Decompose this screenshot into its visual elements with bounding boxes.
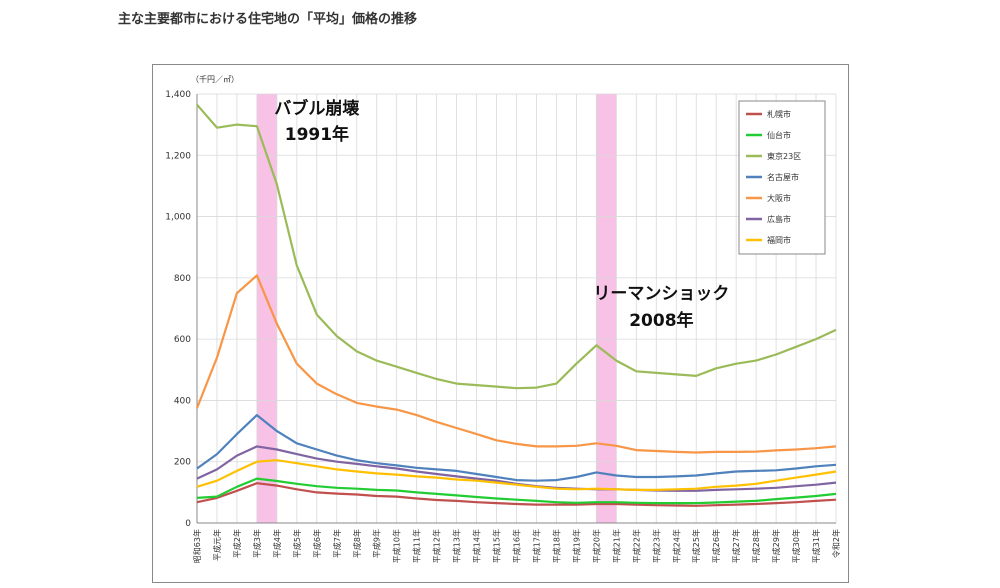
- x-tick-label: 昭和63年: [192, 529, 202, 563]
- annotation-year: 2008年: [629, 310, 693, 331]
- highlight-bands: [256, 94, 617, 523]
- x-tick-label: 平成3年: [252, 529, 262, 558]
- legend-entry: 名古屋市: [767, 172, 799, 182]
- x-tick-label: 平成25年: [691, 529, 701, 563]
- x-tick-label: 平成5年: [292, 529, 302, 558]
- x-tick-label: 平成31年: [811, 529, 821, 563]
- series-line-札幌市: [196, 482, 837, 507]
- x-tick-label: 平成7年: [332, 529, 342, 558]
- x-tick-label: 平成29年: [771, 529, 781, 563]
- page-title: 主な主要都市における住宅地の「平均」価格の推移: [118, 12, 418, 27]
- x-tick-label: 令和2年: [831, 529, 841, 558]
- y-tick-label: 800: [174, 274, 191, 284]
- series-line-東京23区: [196, 103, 837, 390]
- legend-entry: 福岡市: [767, 235, 791, 245]
- annotation-label: リーマンショック: [593, 284, 729, 304]
- x-tick-label: 平成9年: [372, 529, 382, 558]
- x-tick-label: 平成2年: [232, 529, 242, 558]
- highlight-band: [596, 94, 617, 523]
- series-line-福岡市: [196, 459, 837, 491]
- x-tick-label: 平成30年: [791, 529, 801, 563]
- x-tick-label: 平成13年: [452, 529, 462, 563]
- axes: [196, 94, 836, 524]
- x-tick-labels: 昭和63年 平成元年 平成2年 平成3年 平成4年 平成5年 平成6年 平成7年 平成8年 平成9…: [192, 529, 841, 563]
- y-tick-label: 1,400: [165, 90, 191, 100]
- highlight-band: [256, 94, 277, 523]
- annotation-year: 1991年: [285, 124, 349, 145]
- legend-entry: 東京23区: [767, 151, 801, 161]
- annotation-label: バブル崩壊: [274, 98, 360, 119]
- x-tick-label: 平成4年: [272, 529, 282, 558]
- x-tick-label: 平成24年: [671, 529, 681, 563]
- y-tick-label: 400: [174, 396, 191, 406]
- y-tick-labels: 0 200 400 600 800 1,000 1,200 1,400: [165, 90, 191, 529]
- legend-entry: 大阪市: [767, 193, 791, 203]
- y-tick-label: 1,000: [165, 213, 191, 223]
- x-tick-label: 平成18年: [551, 529, 561, 563]
- x-tick-label: 平成11年: [412, 529, 422, 563]
- y-tick-label: 0: [185, 519, 191, 529]
- grid-lines: [196, 93, 837, 524]
- y-tick-label: 1,200: [165, 151, 191, 161]
- x-tick-label: 平成10年: [392, 529, 402, 563]
- series-line-仙台市: [196, 477, 837, 505]
- x-tick-label: 平成元年: [212, 529, 222, 561]
- x-tick-label: 平成23年: [651, 529, 661, 563]
- x-tick-label: 平成6年: [312, 529, 322, 558]
- x-tick-label: 平成22年: [631, 529, 641, 563]
- legend-entry: 広島市: [767, 214, 791, 224]
- x-tick-label: 平成26年: [711, 529, 721, 563]
- x-tick-label: 平成14年: [472, 529, 482, 563]
- series-line-名古屋市: [196, 414, 837, 482]
- x-tick-label: 平成21年: [611, 529, 621, 563]
- x-tick-label: 平成28年: [751, 529, 761, 563]
- x-tick-label: 平成15年: [492, 529, 502, 563]
- series-line-大阪市: [195, 274, 837, 454]
- series-lines: [195, 103, 837, 507]
- x-tick-label: 平成17年: [531, 529, 541, 563]
- x-tick-label: 平成27年: [731, 529, 741, 563]
- y-tick-label: 600: [174, 335, 191, 345]
- x-tick-label: 平成19年: [571, 529, 581, 563]
- x-tick-label: 平成12年: [432, 529, 442, 563]
- y-unit-label: （千円／㎡）: [191, 74, 239, 84]
- legend-entry: 札幌市: [767, 109, 791, 119]
- y-tick-label: 200: [174, 458, 191, 468]
- x-tick-label: 平成8年: [352, 529, 362, 558]
- chart-frame: 0 200 400 600 800 1,000 1,200 1,400 昭和63年 平成元年 平成…: [152, 64, 849, 583]
- legend-entry: 仙台市: [767, 130, 791, 140]
- x-tick-label: 平成16年: [512, 529, 522, 563]
- x-tick-label: 平成20年: [591, 529, 601, 563]
